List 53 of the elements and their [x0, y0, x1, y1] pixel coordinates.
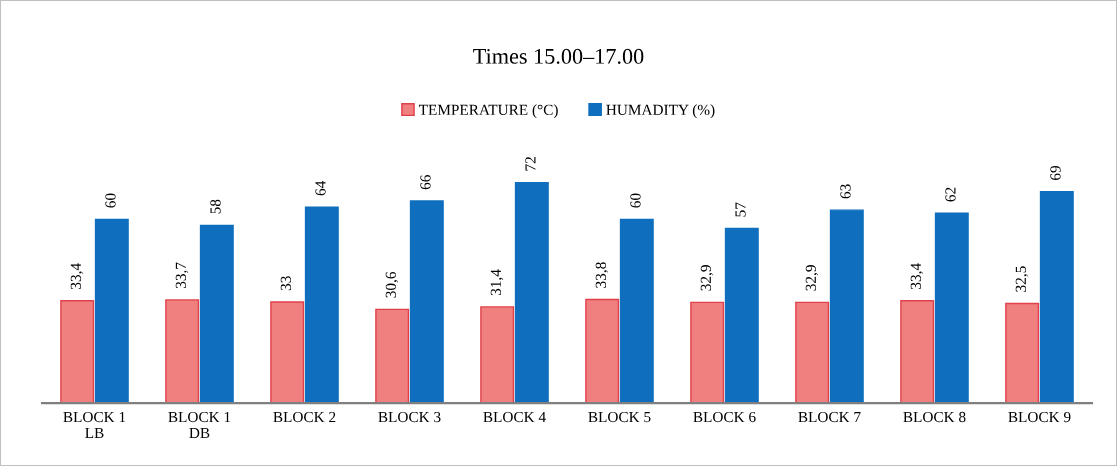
x-tick-label: BLOCK 1 LB [63, 411, 126, 439]
x-tick-label: BLOCK 9 [1008, 411, 1071, 423]
bar [375, 308, 410, 404]
bar [199, 224, 234, 404]
data-label: 66 [420, 175, 431, 190]
bar [514, 181, 549, 404]
data-label: 69 [1050, 166, 1061, 180]
bar [934, 212, 969, 404]
x-tick-label: BLOCK 3 [378, 411, 441, 423]
bar [619, 218, 654, 404]
data-label: 32,9 [805, 265, 819, 291]
bar [304, 206, 339, 404]
data-label: 33 [280, 276, 291, 291]
data-label: 33,7 [175, 262, 189, 289]
data-label: 33,4 [70, 263, 84, 289]
data-label: 30,6 [385, 271, 399, 298]
data-label: 33,8 [595, 262, 609, 288]
x-tick-label: BLOCK 1 DB [168, 411, 231, 439]
bar [829, 209, 864, 404]
bar [585, 298, 620, 404]
data-label: 31,4 [490, 269, 504, 296]
bar [270, 301, 305, 404]
bar [165, 299, 200, 404]
x-tick-label: BLOCK 8 [903, 411, 966, 423]
chart-title: Times 15.00–17.00 [473, 48, 644, 64]
bar [1039, 191, 1074, 404]
bar [900, 300, 935, 404]
bar [724, 227, 759, 404]
data-label: 32,5 [1015, 266, 1029, 292]
legend-label: HUMADITY (%) [606, 104, 715, 119]
data-label: 33,4 [910, 263, 924, 289]
bar [1005, 302, 1040, 404]
bar [795, 301, 830, 404]
data-label: 64 [315, 180, 326, 196]
data-label: 63 [840, 184, 851, 199]
data-label: 58 [210, 199, 221, 214]
data-label: 62 [945, 187, 956, 202]
data-label: 60 [105, 193, 116, 208]
bar [480, 306, 515, 404]
data-label: 32,9 [700, 265, 714, 291]
x-tick-label: BLOCK 4 [483, 411, 546, 423]
bar [60, 300, 95, 404]
x-tick-label: BLOCK 5 [588, 411, 651, 423]
data-label: 72 [525, 157, 536, 171]
bar [690, 301, 725, 404]
x-tick-label: BLOCK 6 [693, 411, 756, 423]
bar [94, 218, 129, 404]
bar [409, 200, 444, 404]
data-label: 57 [735, 202, 746, 217]
x-tick-label: BLOCK 7 [798, 411, 861, 423]
data-label: 60 [630, 193, 641, 208]
x-tick-label: BLOCK 2 [273, 411, 336, 423]
legend-label: TEMPERATURE (°C) [418, 104, 558, 119]
